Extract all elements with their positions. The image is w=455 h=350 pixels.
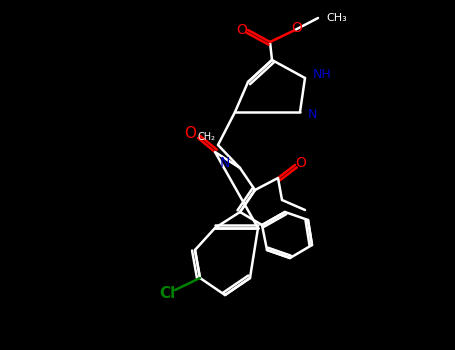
Text: CH₃: CH₃ — [326, 13, 347, 23]
Text: O: O — [292, 21, 303, 35]
Text: O: O — [184, 126, 196, 141]
Text: O: O — [237, 23, 248, 37]
Text: N: N — [308, 107, 318, 120]
Text: N: N — [220, 156, 230, 170]
Text: Cl: Cl — [159, 287, 175, 301]
Text: NH: NH — [313, 68, 332, 80]
Text: CH₂: CH₂ — [197, 132, 215, 142]
Text: O: O — [296, 156, 306, 170]
